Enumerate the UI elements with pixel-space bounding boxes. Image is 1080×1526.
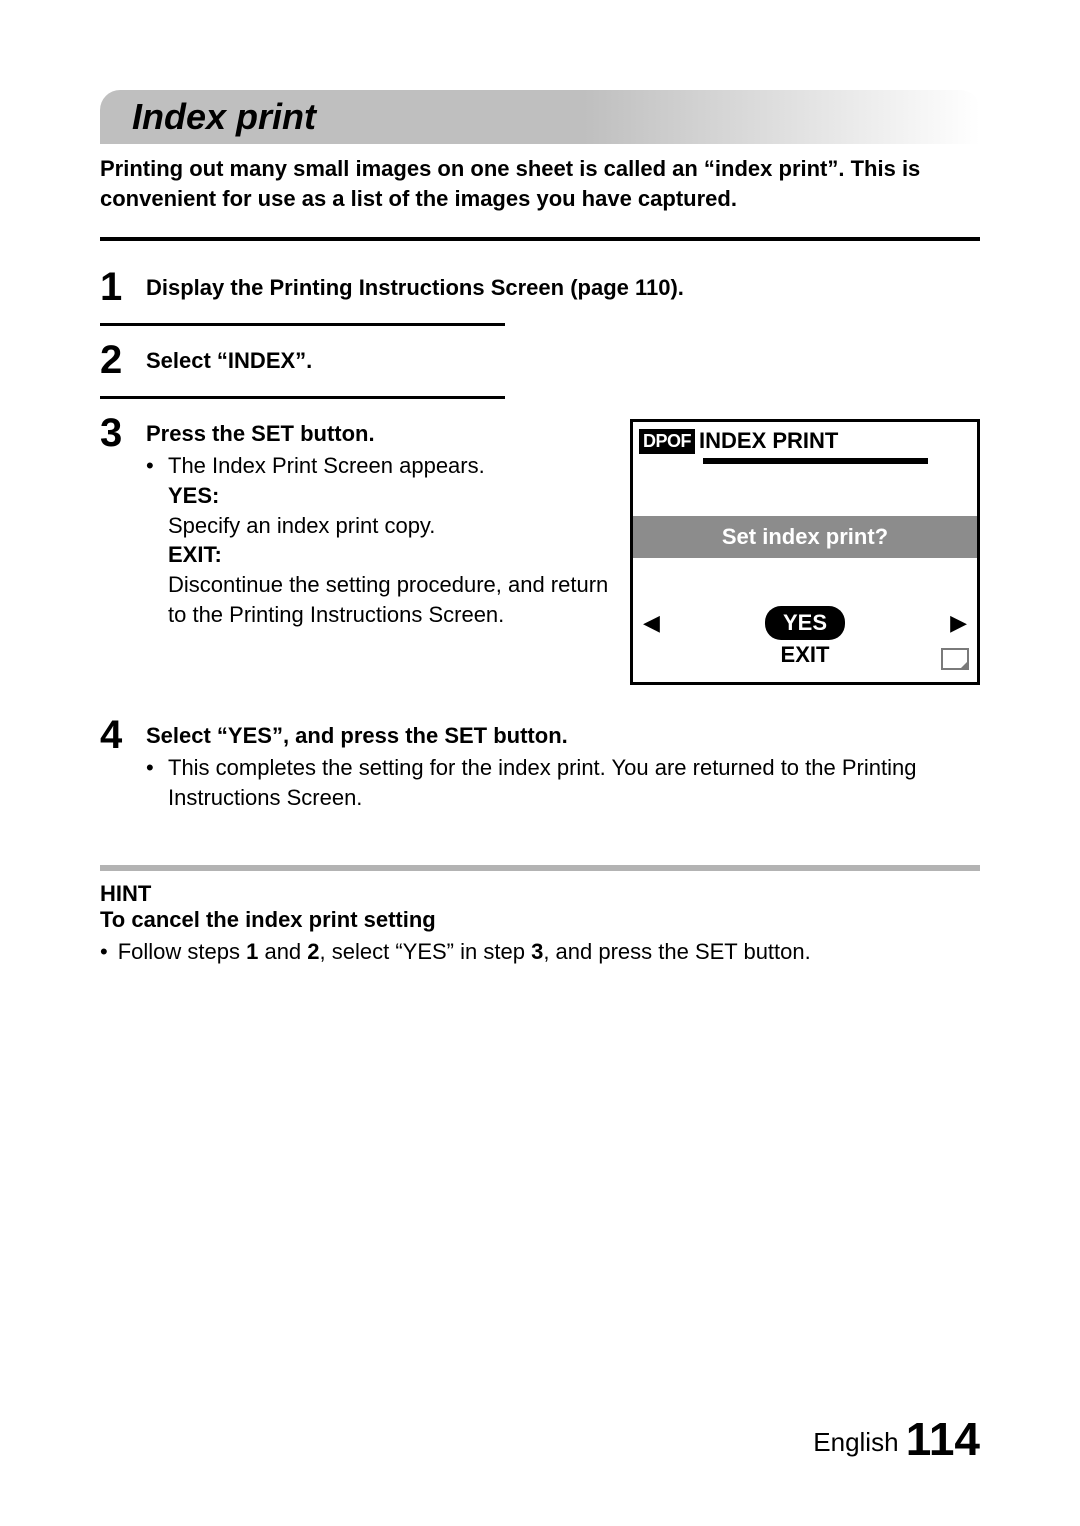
hint-text-part: and (258, 939, 307, 964)
step-3-exit-text: Discontinue the setting procedure, and r… (168, 570, 612, 629)
hint-text-part: , and press the SET button. (543, 939, 810, 964)
hint-title: HINT (100, 881, 980, 907)
screen-options-row: ◀ YES ▶ (633, 558, 977, 640)
step-3-head: Press the SET button. (146, 421, 612, 447)
hint-step-ref: 3 (531, 939, 543, 964)
screen-question: Set index print? (633, 516, 977, 558)
hint-text-part: Follow steps (118, 939, 246, 964)
hint-subtitle: To cancel the index print setting (100, 907, 980, 933)
intro-paragraph: Printing out many small images on one sh… (100, 154, 980, 213)
footer-page-number: 114 (906, 1413, 980, 1465)
hint-step-ref: 1 (246, 939, 258, 964)
camera-screen-illustration: DPOF INDEX PRINT Set index print? ◀ YES … (630, 419, 980, 685)
screen-header: DPOF INDEX PRINT (633, 422, 977, 462)
top-rule (100, 237, 980, 241)
step-3-exit-label: EXIT: (168, 540, 612, 570)
section-title-bar: Index print (100, 90, 980, 144)
footer-language: English (813, 1427, 898, 1457)
step-3: 3 Press the SET button. • The Index Prin… (100, 399, 980, 701)
hint-text-part: , select “YES” in step (320, 939, 532, 964)
step-2-text: Select “INDEX”. (146, 348, 312, 373)
hint-rule (100, 865, 980, 871)
hint-block: HINT To cancel the index print setting •… (100, 881, 980, 967)
dpof-badge: DPOF (639, 429, 695, 454)
screen-yes-option: YES (765, 606, 845, 640)
left-arrow-icon: ◀ (643, 610, 660, 636)
screen-exit-option: EXIT (781, 642, 830, 667)
bullet-dot: • (100, 937, 108, 967)
screen-title-underline (703, 458, 928, 464)
steps-list: 1 Display the Printing Instructions Scre… (100, 253, 980, 828)
screen-title: INDEX PRINT (699, 428, 838, 454)
bullet-dot: • (146, 753, 158, 812)
screen-exit-row: EXIT (633, 642, 977, 668)
step-3-yes-text: Specify an index print copy. (168, 511, 612, 541)
hint-step-ref: 2 (307, 939, 319, 964)
hint-bullet: • Follow steps 1 and 2, select “YES” in … (100, 937, 980, 967)
step-3-bullet: The Index Print Screen appears. (168, 451, 485, 481)
camera-screen: DPOF INDEX PRINT Set index print? ◀ YES … (630, 419, 980, 685)
memory-card-icon (941, 648, 969, 670)
step-4-head: Select “YES”, and press the SET button. (146, 723, 980, 749)
step-4: 4 Select “YES”, and press the SET button… (100, 701, 980, 828)
section-title: Index print (132, 96, 980, 138)
step-number: 2 (100, 340, 134, 380)
step-4-bullet: This completes the setting for the index… (168, 753, 980, 812)
step-number: 3 (100, 413, 134, 685)
hint-text: Follow steps 1 and 2, select “YES” in st… (118, 937, 811, 967)
page-footer: English 114 (813, 1412, 980, 1466)
bullet-dot: • (146, 451, 158, 481)
step-1-text: Display the Printing Instructions Screen… (146, 275, 684, 300)
step-number: 4 (100, 715, 134, 812)
right-arrow-icon: ▶ (950, 610, 967, 636)
step-1: 1 Display the Printing Instructions Scre… (100, 253, 980, 323)
step-number: 1 (100, 267, 134, 307)
step-3-text-block: Press the SET button. • The Index Print … (146, 421, 612, 629)
step-3-yes-label: YES: (168, 481, 612, 511)
step-2: 2 Select “INDEX”. (100, 326, 980, 396)
